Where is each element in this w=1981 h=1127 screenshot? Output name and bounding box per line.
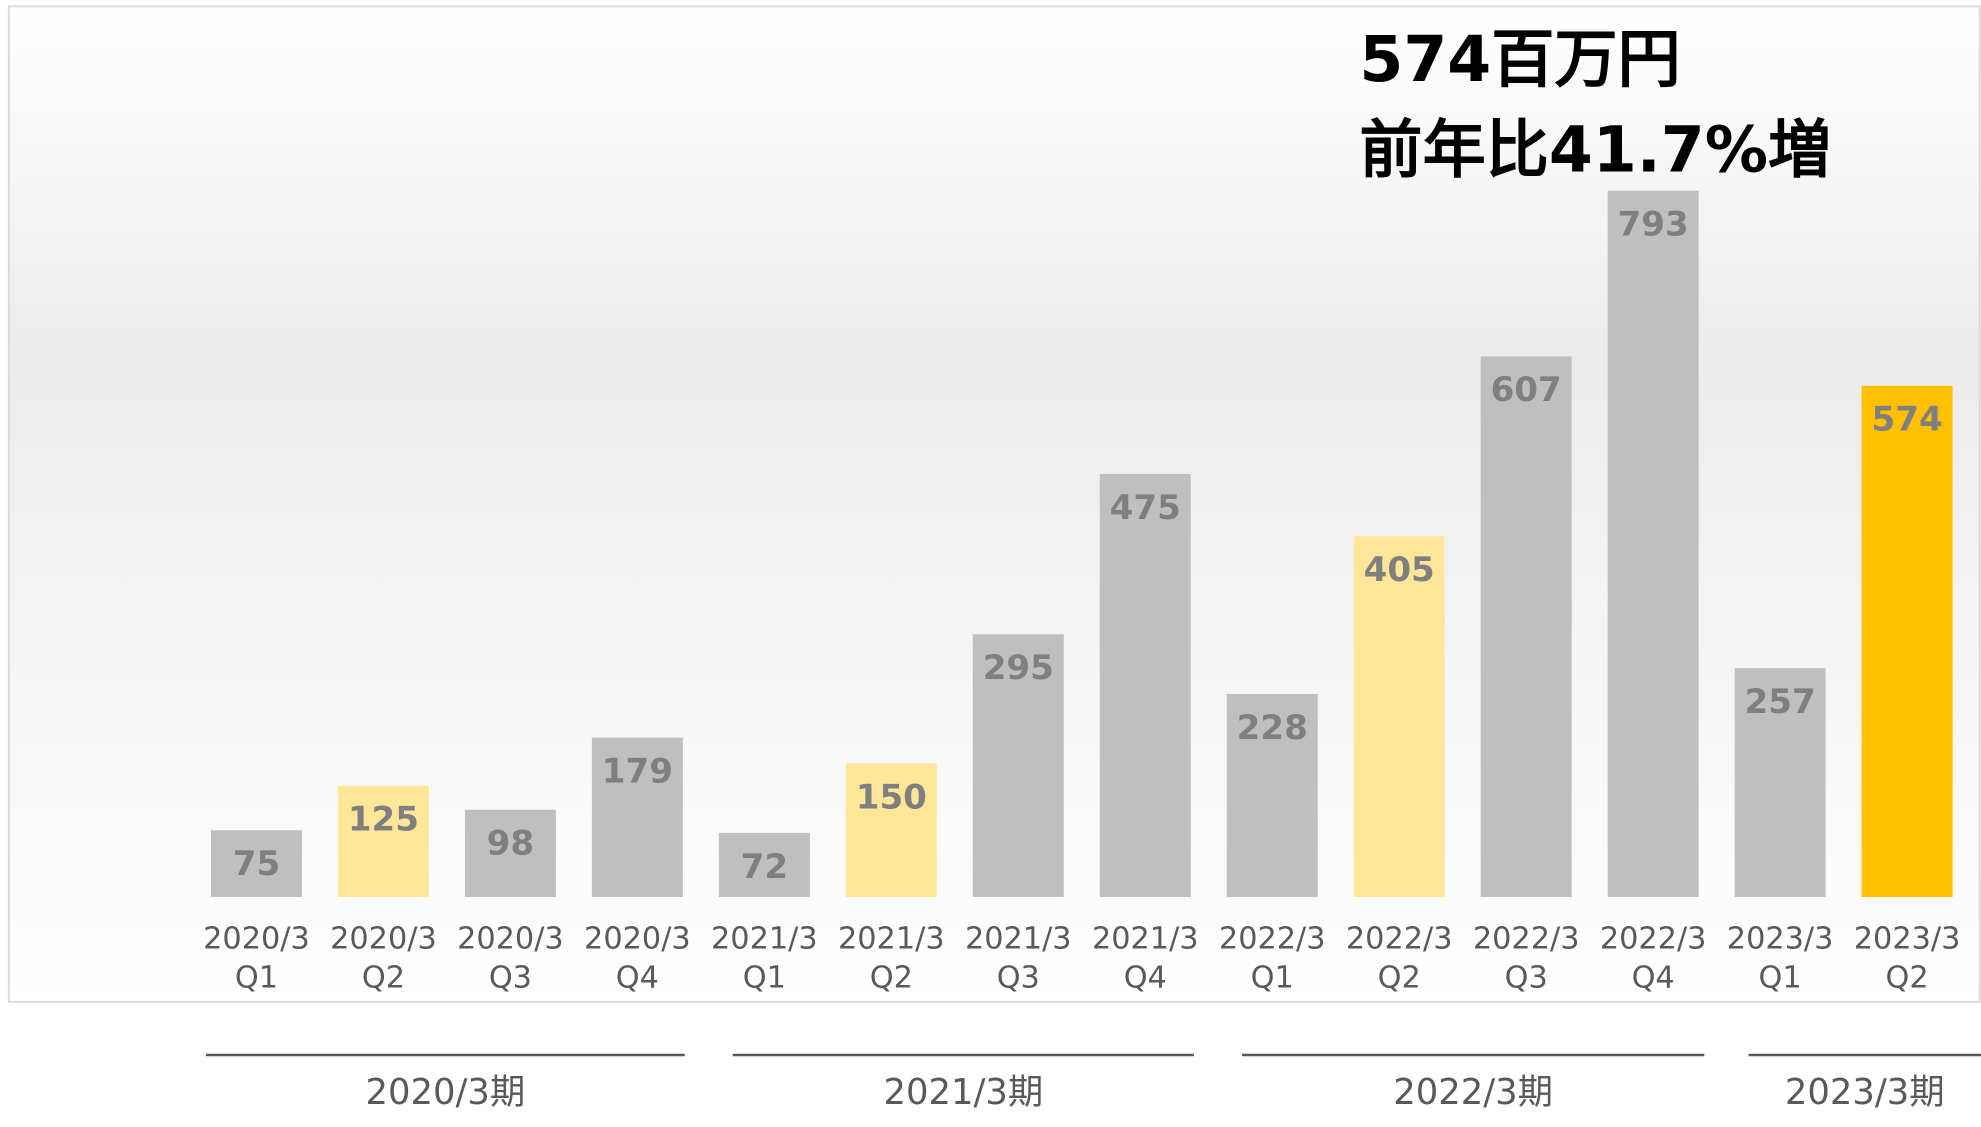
data-label: 125 xyxy=(348,800,419,840)
data-label: 257 xyxy=(1745,682,1816,722)
x-tick-label: 2020/3 xyxy=(203,921,310,956)
data-label: 405 xyxy=(1364,550,1435,590)
x-tick-label: Q4 xyxy=(616,961,659,996)
x-tick-label: Q3 xyxy=(997,961,1040,996)
x-tick-label: Q1 xyxy=(743,961,786,996)
bar xyxy=(1353,536,1445,898)
data-label: 72 xyxy=(741,847,788,887)
data-label: 793 xyxy=(1618,205,1689,245)
x-tick-label: 2020/3 xyxy=(457,921,564,956)
data-label: 295 xyxy=(983,648,1054,688)
bar xyxy=(591,737,683,898)
bar xyxy=(337,785,429,898)
x-tick-label: Q2 xyxy=(362,961,405,996)
x-tick-label: Q4 xyxy=(1124,961,1167,996)
bar xyxy=(1480,356,1572,898)
bar xyxy=(1099,473,1191,898)
x-tick-label: Q1 xyxy=(1251,961,1294,996)
bar xyxy=(1607,190,1699,898)
x-tick-label: Q1 xyxy=(235,961,278,996)
x-tick-label: Q3 xyxy=(1505,961,1548,996)
bar xyxy=(210,830,302,898)
x-tick-label: 2023/3 xyxy=(1727,921,1834,956)
data-label: 607 xyxy=(1491,370,1562,410)
group-label: 2020/3期 xyxy=(365,1072,525,1113)
bar xyxy=(1861,385,1953,898)
x-tick-label: 2021/3 xyxy=(838,921,945,956)
x-tick-label: 2022/3 xyxy=(1600,921,1707,956)
x-tick-label: 2022/3 xyxy=(1346,921,1453,956)
data-label: 475 xyxy=(1110,488,1181,528)
x-tick-label: 2021/3 xyxy=(1092,921,1199,956)
data-label: 228 xyxy=(1237,708,1308,748)
group-label: 2023/3期 xyxy=(1785,1072,1945,1113)
x-tick-label: 2020/3 xyxy=(584,921,691,956)
annotation: 前年比41.7%増 xyxy=(1359,113,1831,187)
x-tick-label: 2023/3 xyxy=(1854,921,1961,956)
x-tick-label: Q2 xyxy=(1886,961,1929,996)
group-label: 2022/3期 xyxy=(1393,1072,1553,1113)
x-tick-label: 2021/3 xyxy=(965,921,1072,956)
bar xyxy=(972,634,1064,898)
bar xyxy=(718,832,810,898)
group-label: 2021/3期 xyxy=(883,1072,1043,1113)
x-tick-label: Q4 xyxy=(1632,961,1675,996)
data-label: 574 xyxy=(1871,400,1942,440)
x-tick-label: 2020/3 xyxy=(330,921,437,956)
x-tick-label: Q1 xyxy=(1759,961,1802,996)
bar xyxy=(1226,693,1318,898)
data-label: 179 xyxy=(602,751,673,791)
bar xyxy=(845,763,937,898)
x-tick-label: Q2 xyxy=(870,961,913,996)
bar xyxy=(1734,668,1826,898)
x-tick-label: Q2 xyxy=(1378,961,1421,996)
annotation: 574百万円 xyxy=(1359,22,1680,96)
x-tick-label: 2022/3 xyxy=(1219,921,1326,956)
x-tick-label: 2021/3 xyxy=(711,921,818,956)
data-label: 98 xyxy=(487,824,534,864)
x-tick-label: 2022/3 xyxy=(1473,921,1580,956)
x-tick-label: Q3 xyxy=(489,961,532,996)
bar xyxy=(464,809,556,898)
data-label: 75 xyxy=(233,844,280,884)
data-label: 150 xyxy=(856,777,927,817)
